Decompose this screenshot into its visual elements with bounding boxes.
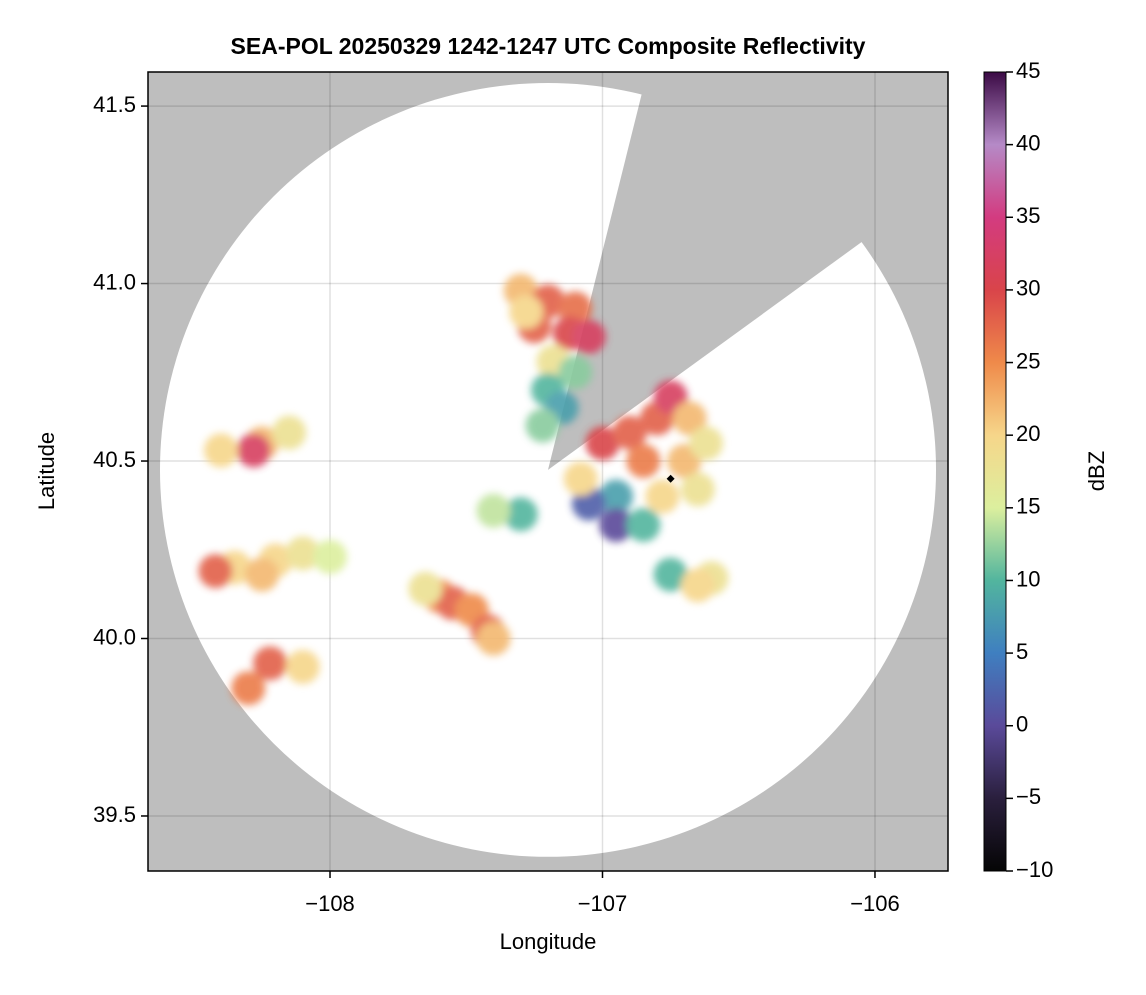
- echo-cell: [558, 355, 593, 390]
- y-tick-label: 40.0: [93, 624, 136, 649]
- echoes: [198, 273, 729, 706]
- y-axis-label: Latitude: [34, 432, 59, 510]
- echo-cell: [680, 568, 715, 603]
- echo-cell: [236, 433, 271, 468]
- colorbar-tick-label: 30: [1016, 276, 1040, 301]
- echo-cell: [612, 415, 647, 450]
- echo-cell: [571, 319, 606, 354]
- echo-cell: [253, 646, 288, 681]
- echo-cell: [285, 536, 320, 571]
- echo-cell: [645, 479, 680, 514]
- x-tick-label: −106: [850, 891, 900, 916]
- y-tick-label: 40.5: [93, 447, 136, 472]
- echo-cell: [503, 497, 538, 532]
- echo-cell: [525, 408, 560, 443]
- y-tick-label: 39.5: [93, 802, 136, 827]
- echo-cell: [509, 294, 544, 329]
- colorbar-label: dBZ: [1084, 451, 1109, 491]
- colorbar-tick-label: 20: [1016, 421, 1040, 446]
- echo-cell: [476, 621, 511, 656]
- echo-cell: [285, 649, 320, 684]
- x-tick-label: −107: [578, 891, 628, 916]
- colorbar-tick-label: −5: [1016, 784, 1041, 809]
- echo-cell: [563, 461, 598, 496]
- echo-cell: [672, 401, 707, 436]
- echo-cell: [585, 426, 620, 461]
- echo-cell: [231, 671, 266, 706]
- echo-cell: [689, 426, 724, 461]
- echo-cell: [408, 571, 443, 606]
- colorbar-tick-label: 35: [1016, 203, 1040, 228]
- site-marker: [666, 474, 675, 483]
- echo-cell: [599, 507, 634, 542]
- echo-cell: [204, 433, 239, 468]
- chart-title: SEA-POL 20250329 1242-1247 UTC Composite…: [231, 33, 866, 59]
- y-tick-label: 41.0: [93, 269, 136, 294]
- colorbar-tick-label: 25: [1016, 348, 1040, 373]
- echo-cell: [653, 557, 688, 592]
- colorbar-tick-label: 0: [1016, 712, 1028, 737]
- colorbar-tick-label: 45: [1016, 58, 1040, 83]
- echo-cell: [599, 479, 634, 514]
- echo-cell: [626, 444, 661, 479]
- echo-cell: [244, 557, 279, 592]
- echo-cell: [198, 554, 233, 589]
- x-tick-label: −108: [305, 891, 355, 916]
- colorbar-tick-label: 10: [1016, 566, 1040, 591]
- plot-area: [148, 72, 948, 871]
- colorbar-tick-label: 15: [1016, 494, 1040, 519]
- echo-cell: [272, 415, 307, 450]
- echo-cell: [626, 507, 661, 542]
- echo-cell: [680, 472, 715, 507]
- blocked-sector: [548, 72, 948, 470]
- colorbar-tick-label: 40: [1016, 130, 1040, 155]
- echo-cell: [313, 539, 348, 574]
- colorbar-tick-label: −10: [1016, 857, 1053, 882]
- plot-frame: [147, 71, 949, 872]
- colorbar: [983, 71, 1007, 872]
- colorbar-tick-label: 5: [1016, 639, 1028, 664]
- echo-cell: [476, 493, 511, 528]
- y-tick-label: 41.5: [93, 92, 136, 117]
- x-axis-label: Longitude: [500, 929, 597, 954]
